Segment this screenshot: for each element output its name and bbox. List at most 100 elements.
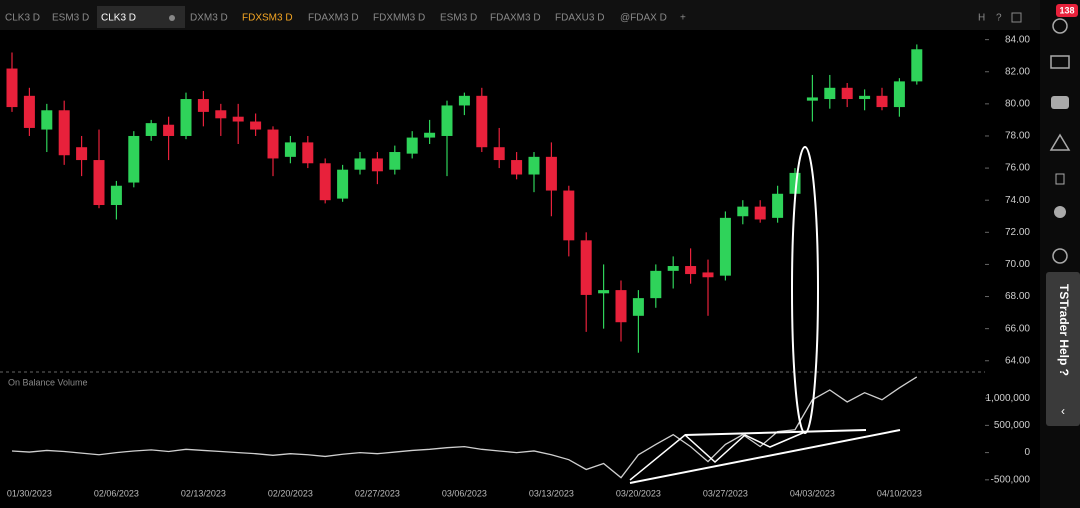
help-tab[interactable] <box>1046 272 1080 426</box>
icon-video[interactable] <box>1051 96 1069 109</box>
y-tick-label: 1,000,000 <box>986 393 1031 404</box>
icon-alert[interactable] <box>1049 133 1071 151</box>
candle-body <box>876 95 888 108</box>
y-tick-label: 76.00 <box>1005 163 1030 174</box>
tab[interactable]: DXM3 D <box>190 13 228 24</box>
y-tick-label: 78.00 <box>1005 131 1030 142</box>
candle-body <box>319 163 331 201</box>
candle-body <box>76 147 88 161</box>
candle-body <box>389 152 401 170</box>
tab[interactable]: @FDAX D <box>620 13 667 24</box>
y-tick-label: -500,000 <box>991 474 1031 485</box>
y-tick-label: 0 <box>1024 447 1030 458</box>
candle-body <box>563 190 575 241</box>
x-tick-label: 04/10/2023 <box>877 488 922 498</box>
help-tab-label[interactable]: TSTrader Help ? <box>1057 284 1071 376</box>
y-tick-label: 80.00 <box>1005 98 1030 109</box>
icon-help[interactable]: ? <box>996 13 1002 24</box>
candle-body <box>354 158 366 170</box>
candle-body <box>232 116 244 122</box>
candle-body <box>128 135 140 183</box>
candle-body <box>893 81 905 108</box>
icon-community[interactable] <box>1054 206 1066 218</box>
annotation-trendline <box>684 429 867 436</box>
candle-body <box>110 185 122 206</box>
candle-body <box>267 129 279 159</box>
icon-h[interactable]: H <box>978 13 985 24</box>
y-tick-label: 500,000 <box>994 420 1031 431</box>
candle-body <box>911 49 923 82</box>
help-arrow[interactable]: ‹ <box>1061 404 1065 418</box>
candle-body <box>145 123 157 136</box>
candle-body <box>180 99 192 136</box>
tab[interactable]: CLK3 D <box>5 13 40 24</box>
candle-body <box>250 121 262 130</box>
candle-body <box>41 110 53 130</box>
candle-body <box>23 95 35 128</box>
icon-account[interactable] <box>1052 18 1068 34</box>
candle-body <box>93 160 105 206</box>
x-tick-label: 04/03/2023 <box>790 488 835 498</box>
candle-body <box>197 99 209 112</box>
candle-body <box>302 142 314 164</box>
candle-body <box>424 132 436 138</box>
candle-body <box>806 97 818 101</box>
candle-body <box>337 169 349 199</box>
tabs: CLK3 D ESM3 D CLK3 D DXM3 D FDXSM3 D FDAXM3 D… <box>5 13 686 24</box>
tab[interactable]: FDAXM3 D <box>490 13 541 24</box>
x-tick-label: 01/30/2023 <box>7 488 52 498</box>
annotation-zigzag <box>629 431 806 481</box>
y-tick-label: 68.00 <box>1005 291 1030 302</box>
tab[interactable]: CLK3 D <box>101 13 136 24</box>
x-tick-label: 02/06/2023 <box>94 488 139 498</box>
tab[interactable]: FDXMM3 D <box>373 13 425 24</box>
candle-body <box>441 105 453 136</box>
candle-body <box>458 95 470 106</box>
panel-title: On Balance Volume <box>8 377 88 387</box>
candle-body <box>615 290 627 323</box>
y-tick-label: 84.00 <box>1005 34 1030 45</box>
x-tick-label: 02/27/2023 <box>355 488 400 498</box>
candle-body <box>58 110 70 156</box>
x-tick-label: 03/20/2023 <box>616 488 661 498</box>
annotation-ellipse <box>791 146 819 434</box>
candle-body <box>163 124 175 136</box>
candle-body <box>371 158 383 172</box>
icon-expand[interactable] <box>1011 12 1022 23</box>
y-tick-label: 74.00 <box>1005 195 1030 206</box>
x-tick-label: 02/13/2023 <box>181 488 226 498</box>
candle-body <box>702 272 714 278</box>
candle-body <box>528 156 540 175</box>
candle-body <box>284 142 296 157</box>
y-tick-label: 72.00 <box>1005 227 1030 238</box>
candle-body <box>824 87 836 100</box>
candle-body <box>406 137 418 154</box>
candle-body <box>511 160 523 175</box>
candle-body <box>789 172 801 194</box>
tab[interactable]: + <box>680 13 686 24</box>
candle-body <box>545 156 557 191</box>
obv-line <box>11 376 918 479</box>
y-tick-label: 64.00 <box>1005 355 1030 366</box>
tab[interactable]: ESM3 D <box>52 13 89 24</box>
badge: 138 <box>1059 5 1074 15</box>
y-tick-label: 82.00 <box>1005 66 1030 77</box>
candle-body <box>598 290 610 294</box>
tab[interactable]: FDAXU3 D <box>555 13 604 24</box>
tab[interactable]: FDAXM3 D <box>308 13 359 24</box>
y-tick-label: 70.00 <box>1005 259 1030 270</box>
plot: 64.00 66.00 68.00 70.00 72.00 74.00 76.00 78.00… <box>6 34 1031 498</box>
candle-body <box>580 240 592 295</box>
tab[interactable]: FDXSM3 D <box>242 13 293 24</box>
icon-list[interactable] <box>1055 173 1065 185</box>
candle-body <box>754 206 766 220</box>
tab-dot <box>169 15 175 21</box>
active-tab <box>97 6 185 28</box>
tab[interactable]: ESM3 D <box>440 13 477 24</box>
icon-windows[interactable] <box>1050 55 1070 69</box>
candle-body <box>632 298 644 316</box>
candle-body <box>6 68 18 108</box>
icon-gauge[interactable] <box>1052 248 1068 264</box>
